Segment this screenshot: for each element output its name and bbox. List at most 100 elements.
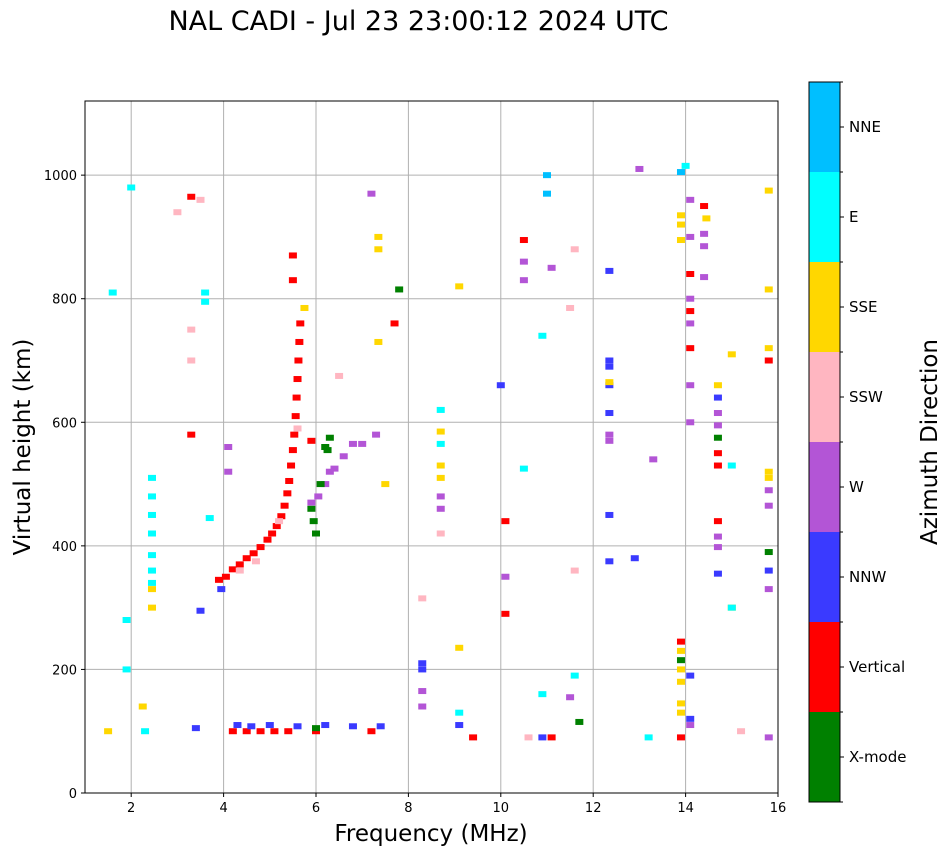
echo-point-sse	[764, 345, 773, 352]
colorbar-segment	[809, 262, 840, 352]
echo-point-vertical	[291, 413, 300, 420]
echo-point-x-mode	[325, 434, 334, 441]
echo-point-w	[764, 502, 773, 509]
y-tick-label: 1000	[44, 169, 77, 184]
echo-point-nnw	[293, 723, 302, 730]
y-tick-label: 200	[52, 663, 77, 678]
echo-point-w	[649, 456, 658, 463]
echo-point-vertical	[547, 734, 556, 741]
echo-point-w	[686, 722, 695, 729]
echo-point-e	[436, 406, 445, 413]
echo-point-vertical	[288, 447, 297, 454]
echo-point-ssw	[436, 530, 445, 537]
echo-point-w	[330, 465, 339, 472]
colorbar-segment	[809, 712, 840, 802]
colorbar-label: W	[849, 478, 864, 496]
echo-point-w	[713, 533, 722, 540]
echo-point-e	[127, 184, 136, 191]
echo-point-e	[201, 298, 210, 305]
echo-point-nnw	[764, 567, 773, 574]
echo-point-sse	[374, 338, 383, 345]
echo-point-ssw	[570, 567, 579, 574]
y-tick-label: 400	[52, 540, 77, 555]
echo-point-nnw	[233, 722, 242, 729]
echo-point-nnw	[630, 555, 639, 562]
echo-point-vertical	[294, 357, 303, 364]
echo-point-nne	[543, 190, 551, 197]
echo-point-ssw	[335, 372, 344, 379]
echo-point-sse	[676, 678, 685, 685]
echo-point-vertical	[700, 203, 709, 210]
echo-point-w	[700, 230, 709, 237]
echo-point-w	[764, 734, 773, 741]
echo-point-e	[205, 515, 214, 522]
echo-point-x-mode	[312, 725, 320, 732]
echo-point-vertical	[214, 576, 223, 583]
echo-point-vertical	[287, 462, 296, 469]
echo-point-vertical	[469, 734, 478, 741]
colorbar-segment	[809, 532, 840, 622]
colorbar-segment	[809, 172, 840, 262]
echo-point-sse	[374, 233, 383, 240]
echo-point-nnw	[605, 558, 614, 565]
colorbar-label: Vertical	[849, 658, 905, 676]
echo-point-vertical	[290, 431, 299, 438]
colorbar-segment	[809, 352, 840, 442]
echo-point-sse	[104, 728, 113, 735]
echo-point-e	[570, 672, 579, 679]
echo-point-e	[519, 465, 528, 472]
echo-point-w	[764, 586, 773, 593]
echo-point-nnw	[348, 723, 357, 730]
echo-point-e	[455, 709, 464, 716]
echo-point-w	[713, 544, 722, 551]
echo-point-nnw	[455, 722, 464, 729]
grid-lines	[85, 101, 779, 794]
echo-point-x-mode	[676, 657, 685, 664]
echo-point-vertical	[293, 376, 302, 383]
colorbar-segment	[809, 442, 840, 532]
echo-point-vertical	[228, 728, 237, 735]
y-axis: 0 200 400 600 800 1000	[44, 169, 85, 802]
echo-point-vertical	[312, 728, 320, 735]
echo-point-x-mode	[307, 505, 316, 512]
echo-point-w	[372, 431, 381, 438]
echo-point-e	[436, 440, 445, 447]
echo-point-w	[519, 258, 528, 265]
x-axis: 2 4 6 8 10 12 14 16	[127, 793, 786, 816]
echo-point-vertical	[713, 518, 722, 525]
echo-point-w	[686, 320, 695, 327]
echo-point-w	[436, 493, 445, 500]
echo-point-nnw	[418, 666, 427, 673]
y-tick-label: 0	[69, 787, 77, 802]
colorbar-label: NNW	[849, 568, 886, 586]
echo-point-nnw	[247, 723, 256, 730]
echo-point-ssw	[235, 567, 244, 574]
echo-point-w	[605, 437, 614, 444]
echo-point-w	[686, 419, 695, 426]
echo-point-w	[501, 573, 510, 580]
echo-point-e	[147, 567, 156, 574]
echo-point-ssw	[187, 357, 196, 364]
echo-point-vertical	[288, 277, 297, 284]
echo-point-w	[566, 694, 575, 701]
echo-point-x-mode	[312, 530, 320, 537]
echo-point-e	[147, 552, 156, 559]
echo-point-e	[201, 289, 210, 296]
echo-point-e	[141, 728, 150, 735]
x-tick-label: 12	[585, 801, 602, 816]
echo-point-sse	[676, 647, 685, 654]
plot-frame	[84, 100, 779, 794]
echo-point-sse	[455, 644, 464, 651]
echo-point-sse	[374, 246, 383, 253]
echo-point-nnw	[265, 722, 274, 729]
echo-point-w	[418, 703, 427, 710]
echo-point-vertical	[295, 338, 304, 345]
echo-point-w	[418, 688, 427, 695]
echo-point-vertical	[283, 490, 292, 497]
echo-point-vertical	[272, 523, 281, 530]
echo-point-w	[713, 422, 722, 429]
echo-point-vertical	[249, 550, 258, 557]
echo-point-e	[538, 332, 547, 339]
echo-point-e	[147, 579, 156, 586]
